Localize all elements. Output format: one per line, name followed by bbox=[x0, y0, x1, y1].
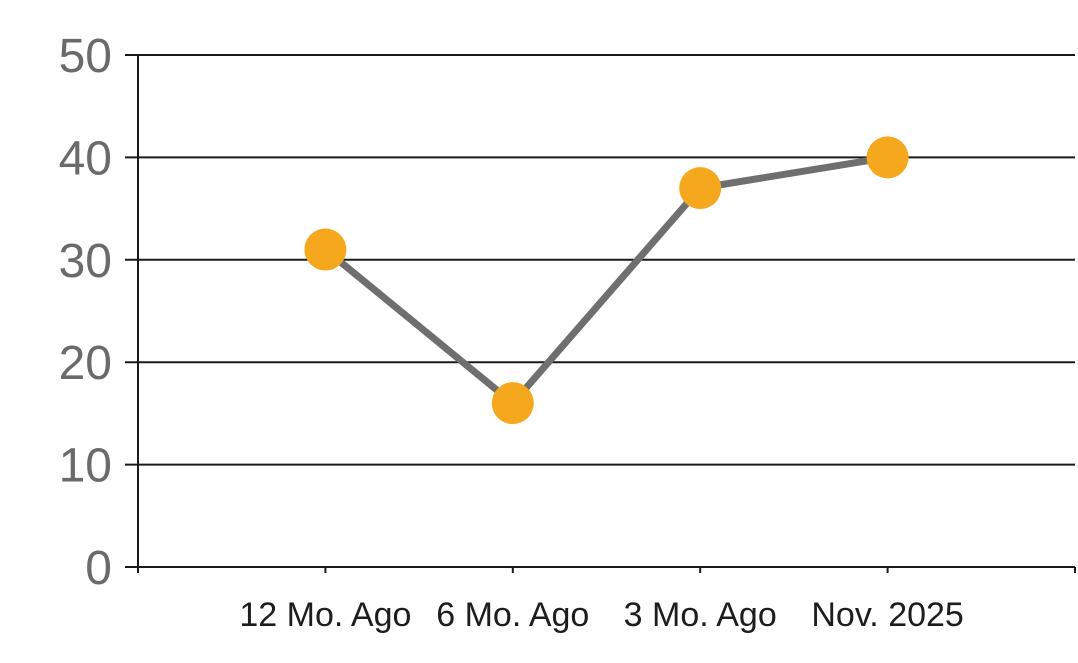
data-point-marker bbox=[679, 167, 722, 210]
data-point-marker bbox=[491, 382, 534, 425]
x-axis-tick-label: 6 Mo. Ago bbox=[436, 596, 589, 634]
data-point-marker bbox=[304, 228, 347, 271]
y-axis-tick-label: 40 bbox=[59, 132, 112, 185]
y-axis-tick-label: 50 bbox=[59, 30, 112, 83]
y-axis-tick-label: 10 bbox=[59, 440, 112, 493]
x-axis-tick-label: Nov. 2025 bbox=[811, 596, 963, 634]
y-axis-tick-label: 30 bbox=[59, 235, 112, 288]
data-point-marker bbox=[866, 136, 909, 179]
y-axis-tick-label: 0 bbox=[85, 542, 112, 595]
y-axis-tick-label: 20 bbox=[59, 337, 112, 390]
data-line bbox=[321, 153, 892, 407]
x-axis-tick-label: 3 Mo. Ago bbox=[624, 596, 777, 634]
x-axis-tick-label: 12 Mo. Ago bbox=[239, 596, 411, 634]
